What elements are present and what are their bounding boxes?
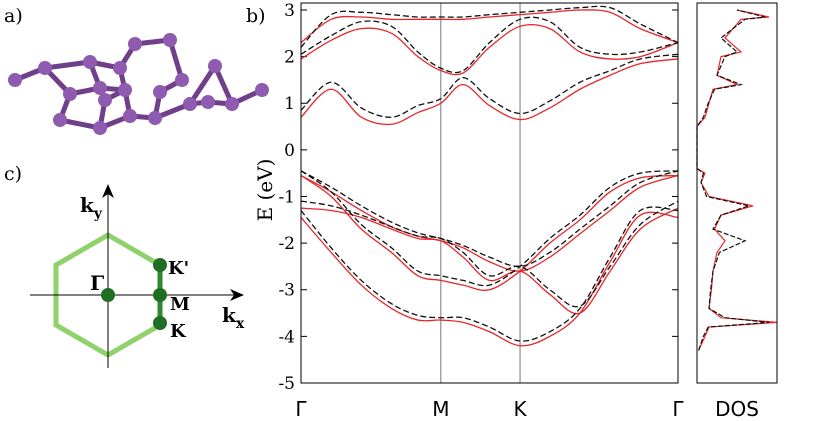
kprime-label: K' [168,258,189,279]
point [153,288,167,302]
band [300,211,679,347]
y-tick-label: -2 [278,234,295,254]
y-tick-label: 3 [284,1,295,21]
x-tick-label: M [432,397,449,421]
molecule [8,33,269,135]
y-tick-label: 0 [284,141,295,161]
dos-curve [696,9,770,351]
band [300,170,679,287]
y-tick-label: 2 [284,48,295,68]
gamma-label: Γ [90,271,104,295]
x-tick-label: Γ [672,397,684,421]
panel-label: c) [4,163,22,185]
plot-frame [300,2,679,384]
band [300,170,679,268]
ky-sub: y [93,206,103,222]
band [300,5,679,48]
dos-curve [696,9,778,351]
band [300,58,679,126]
ky-label: ky [80,193,103,222]
x-tick-label: Γ [295,397,307,421]
y-tick-label: -3 [278,281,295,301]
arrow [230,289,244,301]
panel-label: a) [4,5,23,27]
band [300,207,679,315]
band [300,53,679,118]
y-tick-label: -1 [278,187,295,207]
point [101,288,115,302]
band [300,206,679,342]
arrow [102,184,114,198]
band [300,174,679,291]
kx-sub: x [236,316,245,332]
point [153,258,167,272]
y-tick-label: -4 [278,327,295,347]
band [300,200,679,308]
x-axis-label: DOS [715,397,759,421]
band [300,16,679,74]
panel-label: b) [246,5,266,27]
y-tick-label: -5 [278,374,295,394]
band [300,174,679,272]
plot-frame [696,2,778,384]
point [153,316,167,330]
m-label: M [170,294,190,315]
kx-label: kx [222,303,245,332]
kx-base: k [222,303,237,327]
k-label: K [170,321,187,342]
y-axis-label: E (eV) [253,159,277,222]
band [300,23,679,76]
x-tick-label: K [513,397,527,421]
brillouin-zone: ky kx Γ K' M K [30,184,245,368]
band [300,9,679,44]
y-tick-label: 1 [284,94,295,114]
ky-base: k [80,193,95,217]
